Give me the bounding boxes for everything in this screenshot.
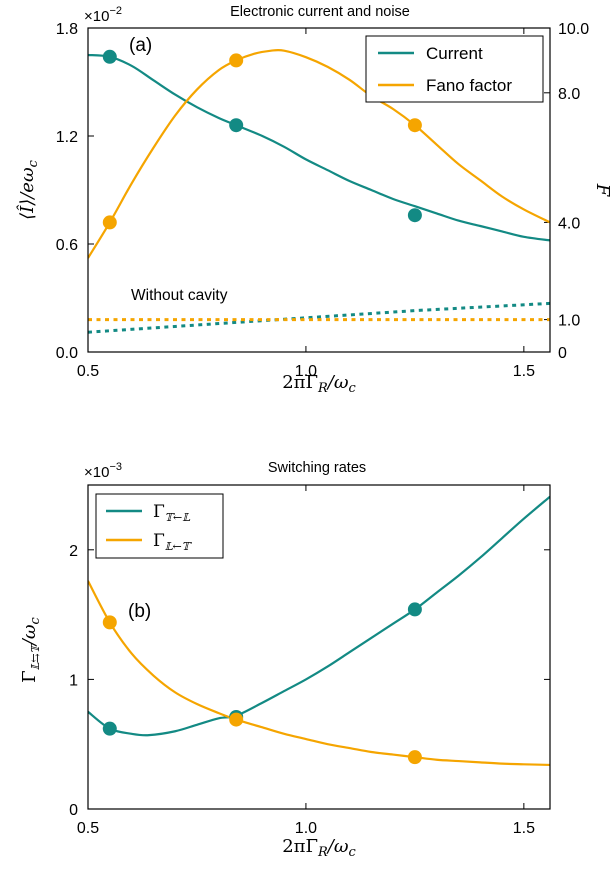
dotted-line-2 <box>88 303 550 332</box>
ytick-label: 1.2 <box>56 129 78 146</box>
marker-series-0-2 <box>408 208 422 222</box>
legend-fano-label: Fano factor <box>426 76 512 95</box>
marker-series-1-1 <box>229 713 243 727</box>
marker-series-0-0 <box>103 722 117 736</box>
marker-series-1-2 <box>408 118 422 132</box>
ytick-label: 0.6 <box>56 237 78 254</box>
legend-current-label: Current <box>426 44 483 63</box>
panel-a-xlabel: 2πΓR/ωc <box>282 372 356 396</box>
panel-b: Switching rates ×10−3 0.5 1.0 1.5 0 1 2 (b) 2… <box>19 460 550 860</box>
panel-b-multiplier: ×10−3 <box>84 461 122 481</box>
marker-series-0-2 <box>408 602 422 616</box>
panel-b-markers <box>103 602 422 764</box>
panel-b-label: (b) <box>128 601 151 622</box>
xtick-label: 1.5 <box>513 820 535 837</box>
panel-a: Electronic current and noise ×10−2 0.5 1.… <box>15 4 611 396</box>
ytick-label: 2 <box>69 543 78 560</box>
panel-b-title: Switching rates <box>268 460 366 476</box>
marker-series-0-1 <box>229 118 243 132</box>
panel-b-xlabel: 2πΓR/ωc <box>282 836 356 860</box>
ytick-right-label: 1.0 <box>558 313 580 330</box>
xtick-label: 0.5 <box>77 820 99 837</box>
panel-a-multiplier: ×10−2 <box>84 5 122 25</box>
xtick-label: 1.0 <box>295 820 317 837</box>
marker-series-1-2 <box>408 750 422 764</box>
marker-series-1-0 <box>103 615 117 629</box>
ytick-right-label: 4.0 <box>558 215 580 232</box>
ytick-label: 0.0 <box>56 345 78 362</box>
marker-series-1-1 <box>229 53 243 67</box>
marker-series-1-0 <box>103 215 117 229</box>
ytick-label: 1.8 <box>56 21 78 38</box>
ytick-label: 0 <box>69 802 78 819</box>
panel-a-title: Electronic current and noise <box>230 4 410 20</box>
panel-a-legend: Current Fano factor <box>366 36 543 102</box>
xtick-label: 1.5 <box>513 363 535 380</box>
marker-series-0-0 <box>103 50 117 64</box>
panel-b-legend: Γ𝕋←𝕃 Γ𝕃←𝕋 <box>96 494 223 558</box>
xtick-label: 0.5 <box>77 363 99 380</box>
panel-a-ylabel-left: ⟨Î⟩/eωc <box>15 159 41 220</box>
without-cavity-annotation: Without cavity <box>131 287 228 304</box>
ytick-right-label: 8.0 <box>558 86 580 103</box>
ytick-label: 1 <box>69 672 78 689</box>
panel-b-ylabel: Γ𝕃⇆𝕋/ωc <box>19 616 43 682</box>
ytick-right-label: 10.0 <box>558 21 589 38</box>
panel-a-label: (a) <box>129 35 152 56</box>
ytick-right-label: 0 <box>558 345 567 362</box>
panel-a-ylabel-right: F <box>592 183 611 198</box>
